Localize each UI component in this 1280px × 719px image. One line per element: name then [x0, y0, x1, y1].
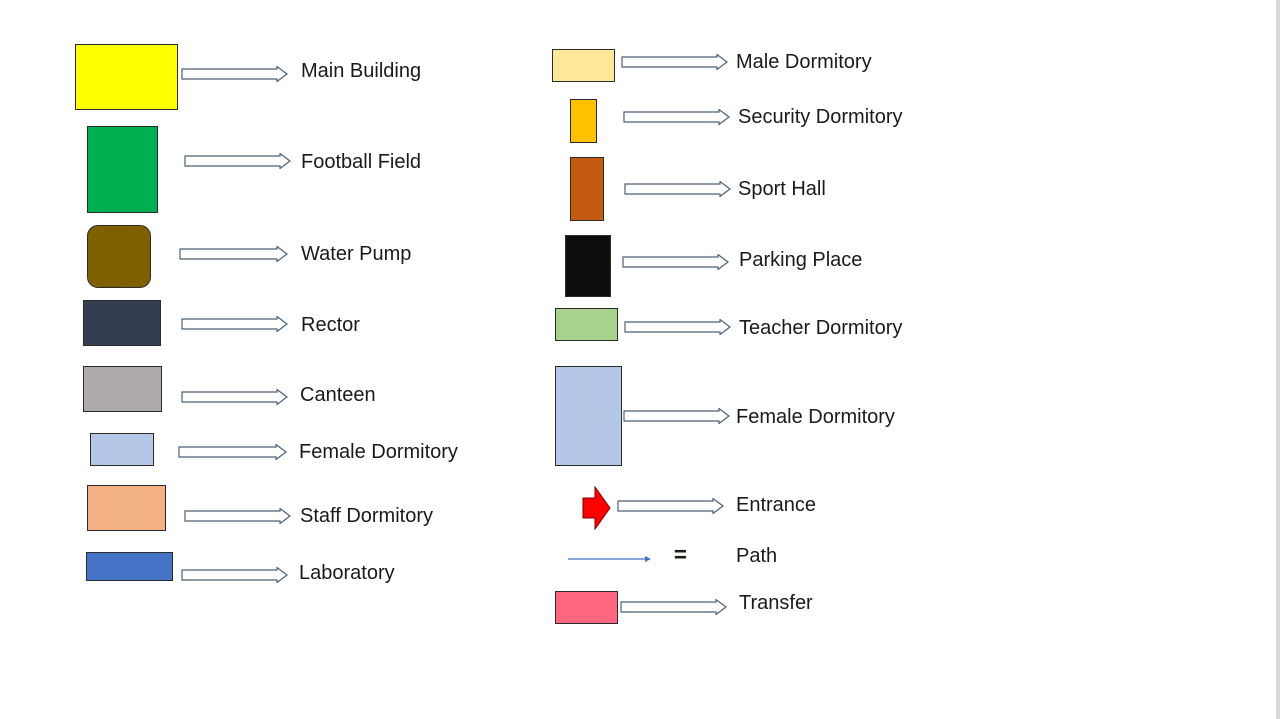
main-building-swatch	[75, 44, 178, 110]
path-arrow-icon	[568, 556, 651, 562]
teacher-dormitory-label: Teacher Dormitory	[739, 317, 903, 339]
security-dormitory-label: Security Dormitory	[738, 106, 903, 128]
parking-place-swatch	[565, 235, 611, 297]
water-pump-swatch	[87, 225, 151, 288]
transfer-label: Transfer	[739, 592, 813, 614]
right-edge-border	[1276, 0, 1280, 719]
transfer-swatch	[555, 591, 618, 624]
arrow-icon	[184, 508, 291, 524]
arrow-icon	[624, 319, 731, 335]
arrow-icon	[623, 109, 730, 125]
arrow-icon	[617, 498, 724, 514]
arrow-icon	[623, 408, 730, 424]
arrow-icon	[184, 153, 291, 169]
arrow-icon	[621, 54, 728, 70]
football-field-swatch	[87, 126, 158, 213]
entrance-label: Entrance	[736, 494, 817, 516]
staff-dormitory-swatch	[87, 485, 166, 531]
female-dormitory-swatch	[555, 366, 622, 466]
canteen-swatch	[83, 366, 162, 412]
arrow-icon	[181, 567, 288, 583]
football-field-label: Football Field	[301, 151, 422, 173]
arrow-icon	[181, 389, 288, 405]
rector-swatch	[83, 300, 161, 346]
female-dormitory-label: Female Dormitory	[299, 441, 458, 463]
arrow-icon	[622, 254, 729, 270]
rector-label: Rector	[301, 314, 360, 336]
sport-hall-label: Sport Hall	[738, 178, 826, 200]
laboratory-swatch	[86, 552, 173, 581]
canteen-label: Canteen	[300, 384, 376, 406]
arrow-icon	[178, 444, 287, 460]
sport-hall-swatch	[570, 157, 604, 221]
teacher-dormitory-swatch	[555, 308, 618, 341]
laboratory-label: Laboratory	[299, 562, 395, 584]
main-building-label: Main Building	[301, 60, 422, 82]
arrow-icon	[624, 181, 731, 197]
arrow-icon	[181, 316, 288, 332]
female-dormitory-right-label: Female Dormitory	[736, 406, 895, 428]
parking-place-label: Parking Place	[739, 249, 863, 271]
female-dormitory-swatch	[90, 433, 154, 466]
entrance-arrow-icon	[582, 486, 611, 530]
water-pump-label: Water Pump	[301, 243, 412, 265]
arrow-icon	[179, 246, 288, 262]
path-label: Path	[736, 545, 778, 567]
arrow-icon	[181, 66, 288, 82]
security-dormitory-swatch	[570, 99, 597, 143]
staff-dormitory-label: Staff Dormitory	[300, 505, 433, 527]
male-dormitory-label: Male Dormitory	[736, 51, 872, 73]
path-equals-sign: =	[674, 542, 687, 567]
arrow-icon	[620, 599, 727, 615]
male-dormitory-swatch	[552, 49, 615, 82]
